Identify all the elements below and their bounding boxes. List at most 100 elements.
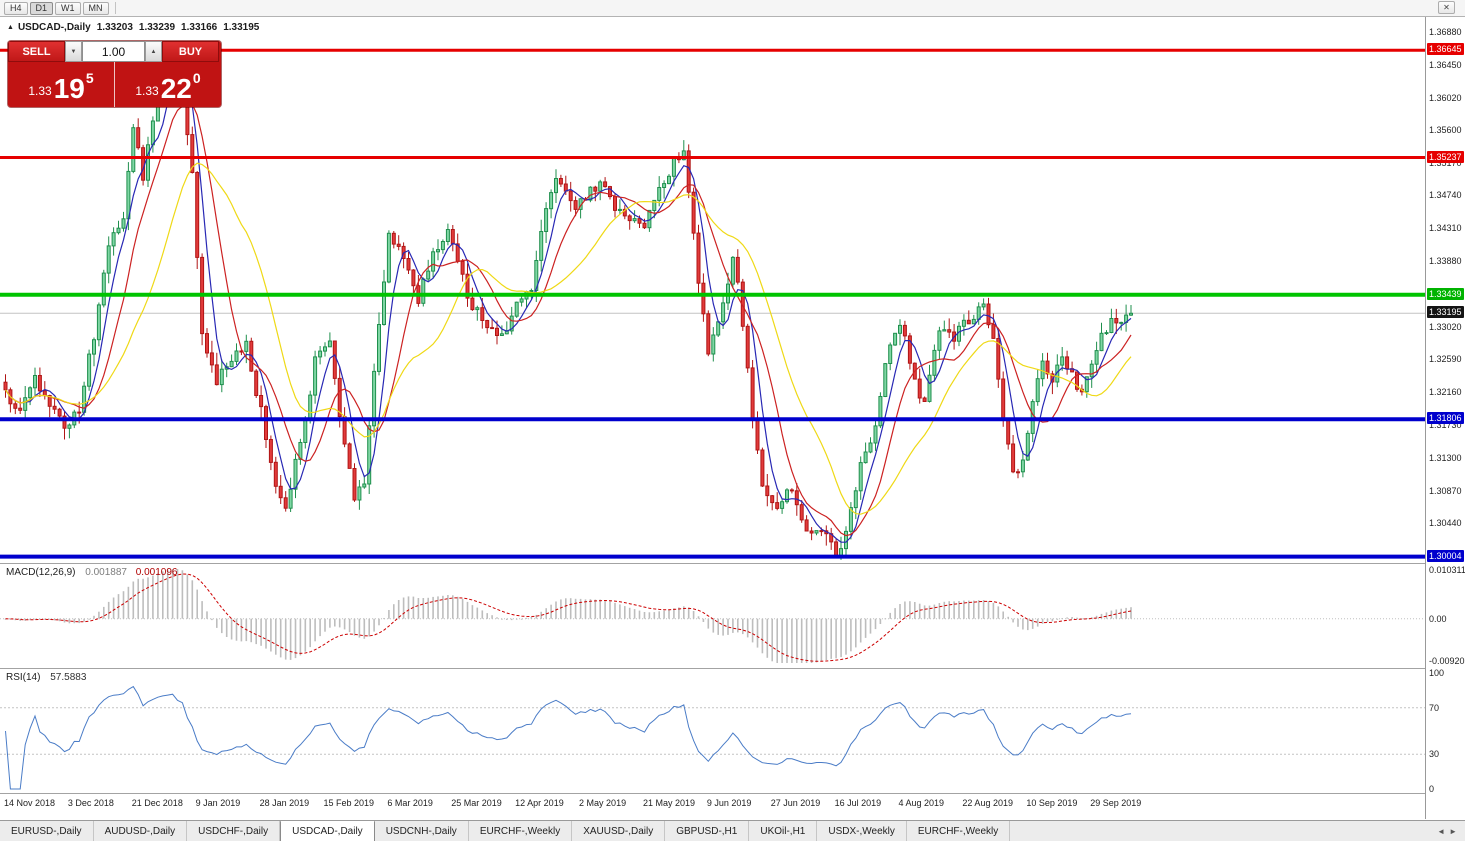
candle-body [362, 483, 367, 488]
candle-body [313, 356, 318, 396]
volume-input[interactable] [82, 41, 145, 62]
candle-body [1114, 318, 1119, 324]
rsi-canvas[interactable] [0, 669, 1425, 793]
symbol-tab-ukoil-h1[interactable]: UKOil-,H1 [749, 821, 818, 841]
date-label: 16 Jul 2019 [834, 798, 882, 808]
macd-histogram-bar [510, 618, 513, 621]
macd-histogram-bar [456, 596, 459, 619]
date-label: 6 Mar 2019 [387, 798, 433, 808]
macd-histogram-bar [810, 618, 813, 663]
symbol-tab-usdchf-daily[interactable]: USDCHF-,Daily [187, 821, 281, 841]
symbol-tab-gbpusd-h1[interactable]: GBPUSD-,H1 [665, 821, 750, 841]
window-close-button[interactable]: ✕ [1438, 1, 1455, 14]
candle-body [209, 352, 214, 366]
rsi-value: 57.5883 [50, 672, 87, 683]
panel-divider-macd-rsi[interactable] [0, 668, 1465, 669]
macd-canvas[interactable] [0, 564, 1425, 668]
candle-body [789, 489, 794, 492]
candle-body [799, 504, 804, 521]
candle-body [406, 258, 411, 271]
candle-body [386, 232, 391, 283]
date-label: 3 Dec 2018 [67, 798, 114, 808]
macd-histogram-bar [417, 598, 420, 619]
price-chart-canvas[interactable] [0, 17, 1425, 563]
symbol-tab-usdx-weekly[interactable]: USDX-,Weekly [817, 821, 907, 841]
sell-price-display[interactable]: 1.33 19 5 [8, 62, 115, 107]
symbol-tab-eurchf-weekly[interactable]: EURCHF-,Weekly [469, 821, 573, 841]
symbol-tab-usdcad-daily[interactable]: USDCAD-,Daily [280, 821, 375, 841]
macd-histogram-bar [319, 618, 321, 637]
candle-body [613, 196, 617, 211]
buy-button[interactable]: BUY [162, 41, 219, 62]
symbol-tab-eurusd-daily[interactable]: EURUSD-,Daily [0, 821, 94, 841]
candle-body [475, 307, 480, 311]
macd-histogram-bar [506, 618, 508, 620]
macd-histogram-bar [1086, 618, 1088, 619]
candle-body [1045, 360, 1050, 375]
timeframe-button-mn[interactable]: MN [82, 1, 109, 15]
candle-body [318, 350, 323, 358]
sell-button[interactable]: SELL [8, 41, 65, 62]
candle-body [961, 319, 966, 327]
macd-histogram-bar [953, 601, 955, 619]
price-tick: 1.35600 [1429, 124, 1462, 135]
macd-histogram-bar [864, 618, 867, 638]
panel-divider-main-macd[interactable] [0, 563, 1465, 564]
candle-body [273, 461, 278, 487]
timeframe-button-h4[interactable]: H4 [4, 1, 28, 15]
candle-body [278, 485, 283, 499]
candle-body [1006, 419, 1011, 445]
macd-histogram-bar [162, 571, 164, 619]
price-axis[interactable]: 1.36880 1.36450 1.36020 1.35600 1.35170 1.347… [1425, 17, 1465, 819]
timeframe-button-w1[interactable]: W1 [55, 1, 81, 15]
date-axis[interactable]: 14 Nov 2018 3 Dec 2018 21 Dec 2018 9 Jan 20… [0, 794, 1425, 819]
date-label: 14 Nov 2018 [4, 798, 56, 808]
tabs-scroll-right-button[interactable]: ► [1449, 826, 1457, 836]
macd-histogram-bar [579, 598, 582, 619]
rsi-indicator-panel[interactable]: RSI(14) 57.5883 [0, 669, 1425, 793]
candle-body [298, 442, 303, 460]
macd-histogram-bar [427, 597, 429, 619]
candle-body [470, 297, 475, 311]
price-tick: 1.36020 [1429, 92, 1462, 103]
macd-histogram-bar [825, 618, 828, 660]
candle-body [568, 190, 573, 202]
macd-indicator-panel[interactable]: MACD(12,26,9) 0.001887 0.001096 [0, 564, 1425, 668]
tabs-scroll-left-button[interactable]: ◄ [1437, 826, 1446, 836]
macd-histogram-bar [103, 606, 105, 619]
main-price-chart[interactable] [0, 17, 1425, 563]
candle-body [101, 272, 106, 306]
macd-histogram-bar [1012, 618, 1014, 623]
candle-body [13, 403, 18, 409]
macd-histogram-bar [48, 618, 51, 620]
macd-histogram-bar [987, 601, 990, 619]
macd-histogram-bar [874, 618, 877, 630]
candle-body [907, 335, 912, 364]
candle-body [780, 501, 785, 509]
symbol-tab-xauusd-daily[interactable]: XAUUSD-,Daily [572, 821, 666, 841]
volume-decrease-button[interactable]: ▼ [65, 41, 82, 62]
macd-histogram-bar [914, 602, 916, 619]
macd-histogram-bar [112, 597, 115, 619]
symbol-tab-audusd-daily[interactable]: AUDUSD-,Daily [94, 821, 188, 841]
macd-histogram-bar [1061, 618, 1063, 620]
macd-histogram-bar [653, 612, 656, 619]
candle-body [971, 318, 976, 325]
symbol-tab-usdcnh-daily[interactable]: USDCNH-,Daily [375, 821, 469, 841]
candle-body [902, 324, 907, 337]
date-label: 27 Jun 2019 [770, 798, 821, 808]
candle-body [244, 340, 249, 352]
candle-body [431, 251, 436, 272]
buy-price-pipette: 0 [192, 70, 201, 86]
macd-histogram-bar [466, 601, 469, 619]
timeframe-button-d1[interactable]: D1 [29, 1, 54, 15]
candle-body [549, 192, 554, 210]
rsi-line [5, 685, 1132, 790]
macd-histogram-bar [786, 618, 788, 663]
ohlc-high: 1.33239 [138, 22, 176, 33]
symbol-tab-eurchf-weekly[interactable]: EURCHF-,Weekly [907, 821, 1011, 841]
buy-price-display[interactable]: 1.33 22 0 [115, 62, 221, 107]
macd-histogram-bar [879, 618, 882, 624]
volume-increase-button[interactable]: ▲ [145, 41, 162, 62]
